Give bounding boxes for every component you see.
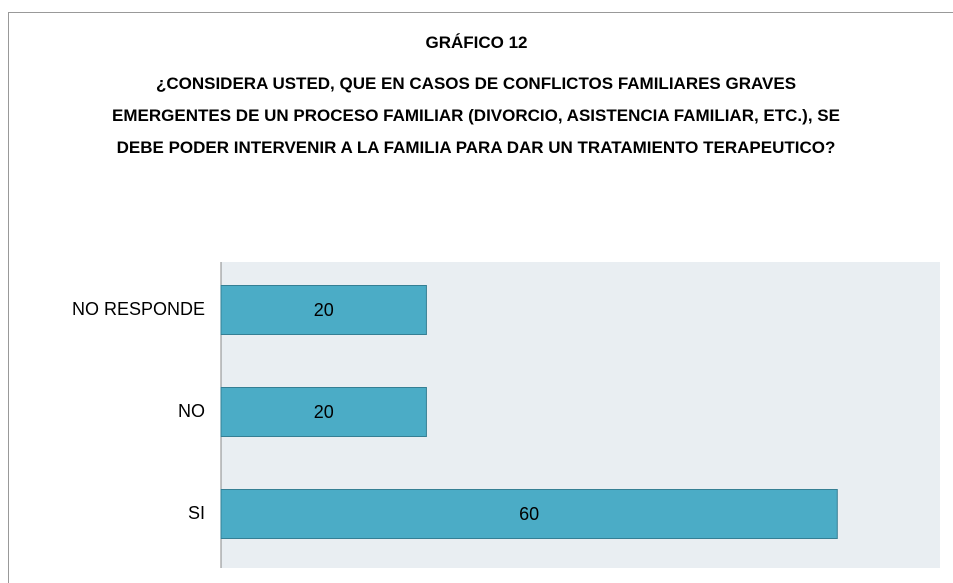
data-label: 20: [314, 402, 334, 422]
chart-title: GRÁFICO 12: [425, 33, 528, 52]
y-tick-label: NO: [178, 401, 205, 421]
bar: [220, 387, 427, 437]
bar: [220, 489, 838, 539]
y-tick-label: SI: [188, 503, 205, 523]
data-label: 20: [314, 300, 334, 320]
chart-frame: [8, 12, 953, 583]
data-label: 60: [519, 504, 539, 524]
bar: [220, 285, 427, 335]
chart-subtitle: ¿CONSIDERA USTED, QUE EN CASOS DE CONFLI…: [112, 74, 840, 157]
y-tick-label: NO RESPONDE: [72, 299, 205, 319]
